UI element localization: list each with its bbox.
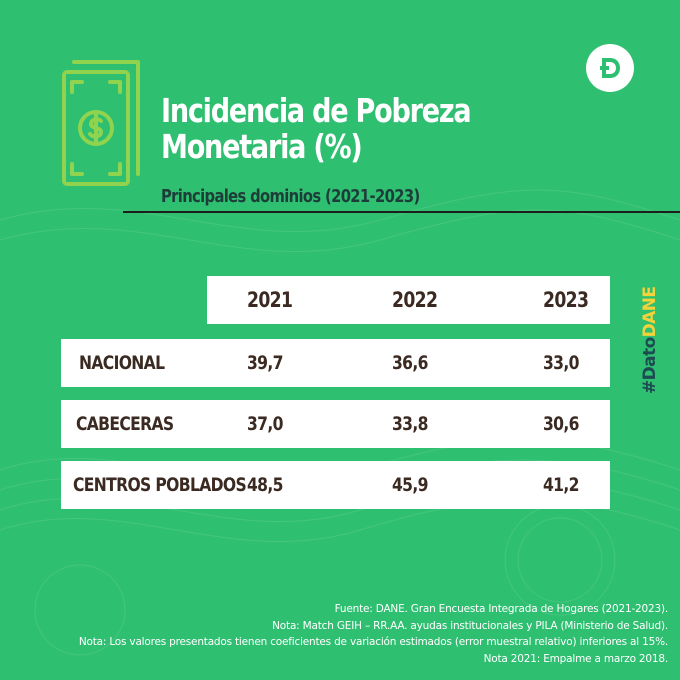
row-label-nacional: NACIONAL: [79, 352, 165, 374]
dane-logo: [586, 44, 634, 92]
value-nacional-2023: 33,0: [543, 352, 579, 374]
value-cabeceras-2021: 37,0: [247, 413, 283, 435]
source-note-4: Nota 2021: Empalme a marzo 2018.: [483, 652, 669, 665]
value-cabeceras-2022: 33,8: [392, 413, 428, 435]
source-notes: Fuente: DANE. Gran Encuesta Integrada de…: [0, 601, 668, 667]
dane-d-logo-icon: [600, 58, 620, 78]
hashtag-dato: Dato: [640, 337, 660, 381]
value-cabeceras-2023: 30,6: [543, 413, 579, 435]
chart-subtitle: Principales dominios (2021-2023): [161, 186, 420, 207]
source-note-2: Nota: Match GEIH – RR.AA. ayudas institu…: [272, 619, 668, 632]
title-line-1: Incidencia de Pobreza: [161, 91, 472, 130]
dato-dane-hashtag: #DatoDANE: [640, 287, 660, 394]
source-note-1: Fuente: DANE. Gran Encuesta Integrada de…: [334, 603, 669, 615]
year-header-2023: 2023: [543, 288, 589, 312]
value-centros-poblados-2021: 48,5: [247, 474, 283, 496]
title-line-2: Monetaria (%): [161, 127, 363, 166]
hashtag-dane: DANE: [640, 286, 660, 338]
value-nacional-2021: 39,7: [247, 352, 283, 374]
title-divider: [123, 211, 680, 213]
year-header-2021: 2021: [247, 288, 293, 312]
source-note-3: Nota: Los valores presentados tienen coe…: [78, 636, 668, 648]
year-header-2022: 2022: [392, 288, 438, 312]
row-label-cabeceras: CABECERAS: [76, 413, 174, 435]
table-row-cabeceras: CABECERAS 37,0 33,8 30,6: [61, 400, 610, 448]
year-header-row: 2021 2022 2023: [207, 276, 610, 324]
row-label-centros-poblados: CENTROS POBLADOS: [73, 474, 247, 496]
table-row-nacional: NACIONAL 39,7 36,6 33,0: [61, 339, 610, 387]
table-row-centros-poblados: CENTROS POBLADOS 48,5 45,9 41,2: [61, 461, 610, 509]
value-centros-poblados-2022: 45,9: [392, 474, 428, 496]
value-centros-poblados-2023: 41,2: [543, 474, 579, 496]
chart-title: Incidencia de Pobreza Monetaria (%): [161, 91, 472, 166]
money-bill-icon: [62, 60, 140, 186]
value-nacional-2022: 36,6: [392, 352, 428, 374]
hashtag-symbol: #: [640, 380, 660, 394]
